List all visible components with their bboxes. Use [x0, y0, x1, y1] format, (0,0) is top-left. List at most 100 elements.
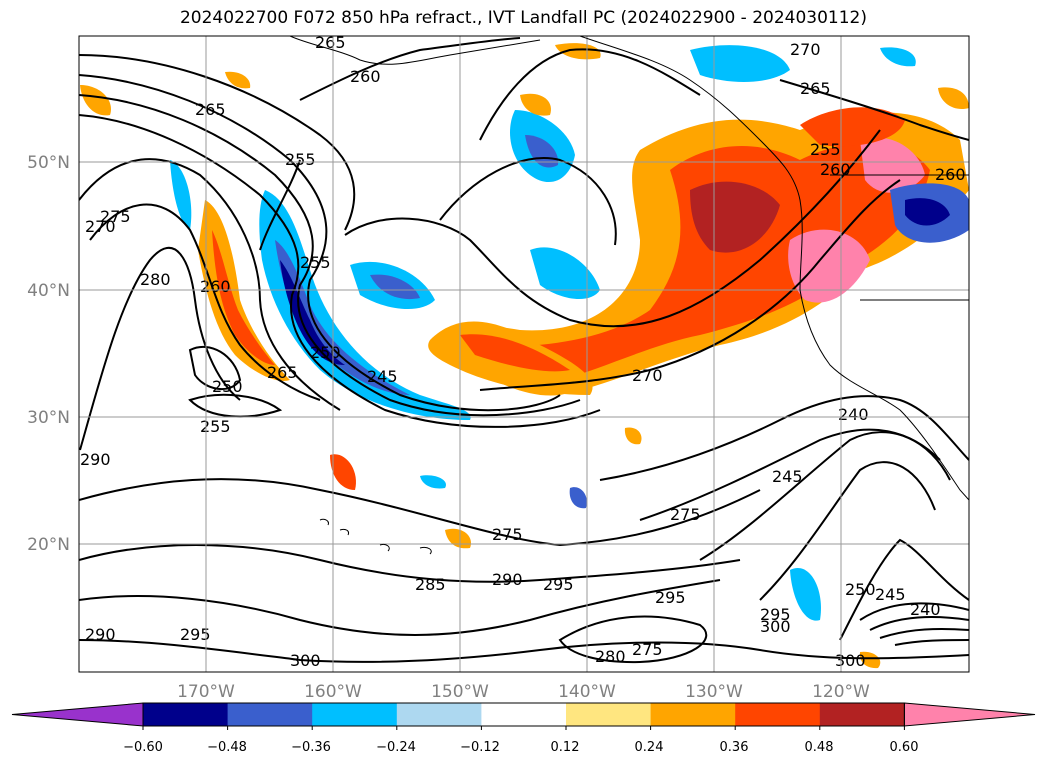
contour-label: 265 [195, 100, 226, 119]
pink-anomaly-north [860, 137, 925, 193]
contour-label-group: 265 260 270 265 255 265 255 260 260 270 … [80, 33, 966, 670]
positive-anomaly-top [800, 107, 905, 147]
positive-anomaly-band-west [198, 200, 290, 381]
latitude-tick-label: 30°N [27, 408, 70, 428]
contour-label: 285 [415, 575, 446, 594]
colorbar-frame [142, 702, 905, 727]
contour-label: 300 [290, 651, 321, 670]
contour-label: 250 [845, 580, 876, 599]
north-america-coast [579, 36, 969, 501]
contour-line-17 [759, 461, 936, 601]
contour-label: 260 [350, 67, 381, 86]
colorbar-extend-low [11, 702, 144, 727]
contour-label: 275 [670, 505, 701, 524]
contour-line-21 [879, 627, 969, 639]
contour-label: 295 [655, 588, 686, 607]
colorbar-tick-label: −0.48 [207, 740, 247, 755]
contour-line-20 [869, 616, 969, 631]
coastlines [289, 36, 969, 555]
longitude-tick-label: 160°W [304, 682, 362, 702]
positive-patch-2 [520, 93, 551, 116]
colorbar [11, 702, 1036, 730]
colorbar-tick-label: −0.24 [376, 740, 416, 755]
contour-label: 270 [790, 40, 821, 59]
colorbar-segment [819, 703, 905, 726]
contour-label: 295 [180, 625, 211, 644]
contour-line-24 [79, 544, 741, 583]
contour-label: 275 [632, 640, 663, 659]
contour-label: 250 [212, 377, 243, 396]
contour-label: 300 [760, 617, 791, 636]
contour-label: 255 [285, 150, 316, 169]
contour-label: 290 [80, 450, 111, 469]
contour-label: 255 [300, 253, 331, 272]
contour-label: 275 [100, 207, 131, 226]
contour-label: 290 [85, 625, 116, 644]
contour-label: 270 [632, 366, 663, 385]
contour-label: 275 [492, 525, 523, 544]
latitude-tick-label: 50°N [27, 153, 70, 173]
positive-patch-4 [225, 71, 251, 89]
colorbar-segment [396, 703, 482, 726]
colorbar-segment [566, 703, 652, 726]
hawaii-islands [319, 518, 432, 555]
contour-line-16 [699, 431, 951, 561]
colorbar-segment [312, 703, 398, 726]
strong-negative-center [370, 274, 420, 300]
contour-line-9 [439, 157, 617, 246]
contour-line-23 [79, 478, 761, 547]
colorbar-segment [650, 703, 736, 726]
contour-label: 280 [140, 270, 171, 289]
longitude-tick-label: 130°W [685, 682, 743, 702]
contour-label: 245 [772, 467, 803, 486]
deep-negative-northeast-coast [905, 198, 950, 226]
strong-positive-anomaly-northeast [465, 142, 930, 381]
colorbar-tick-label: −0.12 [460, 740, 500, 755]
contour-line-19 [859, 602, 969, 621]
colorbar-segment [735, 703, 821, 726]
negative-patch-2 [420, 475, 446, 489]
negative-anomaly-alaska [690, 45, 790, 82]
colorbar-tick-label: −0.36 [291, 740, 331, 755]
negative-anomaly-south [790, 568, 821, 621]
colorbar-segment [227, 703, 313, 726]
colorbar-tick-label: 0.60 [890, 740, 919, 755]
strong-negative-north [525, 135, 559, 168]
refractivity-contours [79, 37, 969, 664]
contour-label: 295 [543, 575, 574, 594]
colorbar-tick-label: 0.24 [635, 740, 664, 755]
contour-label: 280 [595, 647, 626, 666]
contour-line-30 [259, 159, 301, 251]
contour-label: 295 [760, 605, 791, 624]
strong-positive-band-west [212, 230, 275, 365]
contour-line-13 [779, 79, 969, 141]
contour-line-12 [479, 179, 901, 391]
contour-label: 250 [310, 343, 341, 362]
mainland-border [830, 174, 969, 301]
contour-line-10 [479, 48, 701, 141]
longitude-tick-label: 120°W [812, 682, 870, 702]
contour-line-26 [79, 639, 969, 663]
contour-line-29 [188, 393, 283, 418]
contour-line-14 [599, 395, 969, 481]
contour-line-8 [344, 129, 881, 328]
contour-label: 245 [875, 585, 906, 604]
map-title: 2024022700 F072 850 hPa refract., IVT La… [179, 8, 867, 28]
contour-label: 260 [200, 277, 231, 296]
positive-patch-6 [624, 427, 642, 445]
contour-line-25 [79, 579, 721, 636]
contour-line-6 [89, 203, 321, 401]
colorbar-tick-label: 0.36 [720, 740, 749, 755]
colorbar-tick-label: −0.60 [123, 740, 163, 755]
colorbar-segment [143, 703, 229, 726]
contour-line-18 [839, 538, 969, 641]
positive-patch-3 [80, 85, 111, 116]
latitude-tick-label: 20°N [27, 535, 70, 555]
colorbar-extend-high [903, 702, 1036, 727]
contour-line-5 [79, 158, 341, 411]
contour-label: 265 [267, 363, 298, 382]
colorbar-segment [481, 703, 567, 726]
contour-label: 255 [810, 140, 841, 159]
contour-line-3 [79, 114, 601, 428]
